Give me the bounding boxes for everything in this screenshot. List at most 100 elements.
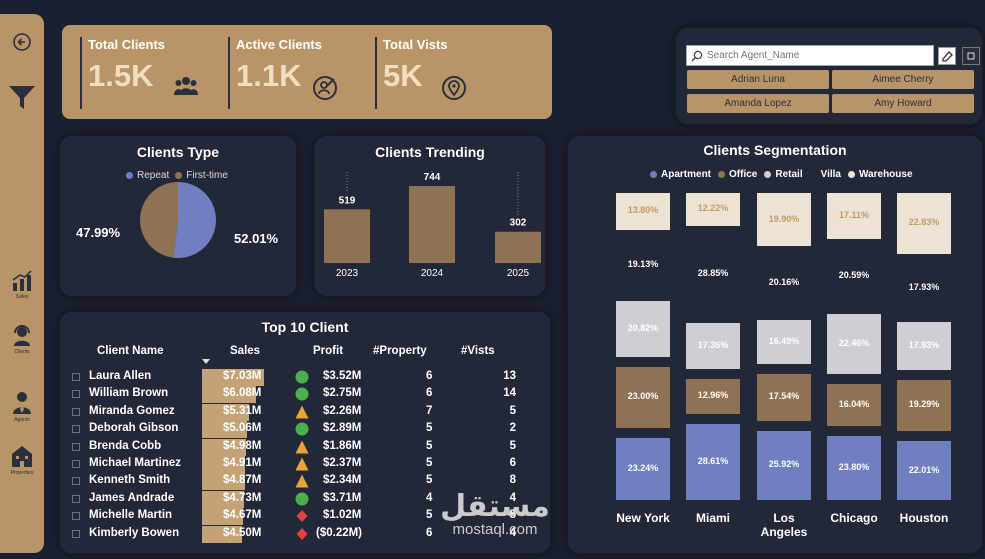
sort-desc-icon[interactable] <box>202 359 210 365</box>
kpi-title: Total Clients <box>88 37 166 52</box>
segment-label: 25.92% <box>768 459 800 470</box>
segment-retail[interactable] <box>757 319 811 364</box>
legend-dot-first-time <box>175 172 183 179</box>
expand-row-icon[interactable] <box>72 390 80 399</box>
profit-cell: $1.86M <box>323 439 362 452</box>
segmentation-legend: Apartment Office Retail Villa Warehouse <box>650 169 913 180</box>
property-cell: 5 <box>426 509 433 522</box>
segment-warehouse[interactable] <box>897 193 951 254</box>
vists-cell: 4 <box>509 526 516 539</box>
table-row[interactable]: Laura Allen $7.03M $3.52M 6 13 <box>60 369 540 386</box>
expand-row-icon[interactable] <box>72 373 80 381</box>
pie-slice-repeat[interactable] <box>173 182 216 258</box>
segment-office[interactable] <box>827 383 881 427</box>
agent-option[interactable]: Amy Howard <box>832 94 974 113</box>
property-cell: 4 <box>426 491 433 504</box>
legend-dot-retail <box>764 171 772 178</box>
segment-villa[interactable] <box>757 256 811 310</box>
nav-clients[interactable]: Clients <box>0 323 44 355</box>
expand-row-icon[interactable] <box>72 425 80 434</box>
segment-apartment[interactable] <box>827 436 881 500</box>
client-name-cell: Kimberly Bowen <box>89 526 180 539</box>
expand-row-icon[interactable] <box>72 460 80 468</box>
filter-button[interactable] <box>0 82 44 112</box>
client-name-cell: Brenda Cobb <box>89 439 162 452</box>
col-vists[interactable]: #Vists <box>461 345 495 357</box>
segment-label: 23.00% <box>627 391 659 402</box>
sales-databar <box>202 456 246 473</box>
table-row[interactable]: Brenda Cobb $4.98M $1.86M 5 5 <box>60 438 540 456</box>
trend-value-label: 744 <box>424 172 441 183</box>
segment-villa[interactable] <box>616 239 670 291</box>
segment-warehouse[interactable] <box>686 193 740 226</box>
table-row[interactable]: Miranda Gomez $5.31M $2.26M 7 5 <box>60 403 540 421</box>
segment-villa[interactable] <box>686 235 740 313</box>
options-button[interactable] <box>962 47 980 65</box>
agent-option[interactable]: Aimee Cherry <box>832 70 974 89</box>
kpi-value: 5K <box>383 58 423 93</box>
trend-bar-2024[interactable] <box>409 186 455 263</box>
segment-label: 17.93% <box>908 281 940 292</box>
segment-warehouse[interactable] <box>616 193 670 230</box>
status-red-diamond-icon <box>296 510 308 523</box>
clients-segmentation-panel: Clients Segmentation Apartment Office Re… <box>568 136 982 553</box>
nav-properties[interactable]: Properties <box>0 444 44 476</box>
segment-villa[interactable] <box>827 248 881 304</box>
agent-option[interactable]: Adrian Luna <box>687 70 829 89</box>
sales-databar <box>202 490 244 508</box>
segment-warehouse[interactable] <box>757 193 811 247</box>
segment-retail[interactable] <box>827 313 881 374</box>
client-name-cell: Laura Allen <box>89 370 152 382</box>
segment-warehouse[interactable] <box>827 193 881 239</box>
expand-row-icon[interactable] <box>72 494 80 503</box>
search-agent-input[interactable] <box>707 50 927 61</box>
table-row[interactable]: Michelle Martin $4.67M $1.02M 5 5 <box>60 508 540 526</box>
col-client-name[interactable]: Client Name <box>97 345 164 357</box>
segment-office[interactable] <box>897 379 951 432</box>
segment-apartment[interactable] <box>686 423 740 500</box>
table-row[interactable]: Michael Martinez $4.91M $2.37M 5 6 <box>60 456 540 473</box>
pie-slice-first-time[interactable] <box>140 182 178 258</box>
segment-retail[interactable] <box>686 322 740 369</box>
trend-category-label: 2023 <box>336 268 359 279</box>
profit-cell: $2.37M <box>323 457 362 469</box>
back-button[interactable] <box>0 32 44 52</box>
segment-office[interactable] <box>757 373 811 421</box>
expand-row-icon[interactable] <box>72 407 80 416</box>
segment-villa[interactable] <box>897 263 951 312</box>
table-row[interactable]: Kimberly Bowen $4.50M ($0.22M) 6 4 <box>60 525 540 543</box>
kpi-total-vists: Total Vists 5K <box>375 37 535 109</box>
expand-row-icon[interactable] <box>72 477 80 486</box>
segment-label: 16.49% <box>768 335 800 346</box>
clients-trending-panel: Clients Trending 519 2023 744 2024 302 2025 <box>315 136 545 296</box>
expand-row-icon[interactable] <box>72 442 80 451</box>
table-row[interactable]: William Brown $6.08M $2.75M 6 14 <box>60 386 540 404</box>
segment-apartment[interactable] <box>616 437 670 500</box>
segment-apartment[interactable] <box>757 430 811 500</box>
trend-bar-2023[interactable] <box>324 209 370 263</box>
table-row[interactable]: Deborah Gibson $5.06M $2.89M 5 2 <box>60 421 540 439</box>
nav-sales[interactable]: Sales <box>0 270 44 300</box>
segment-office[interactable] <box>616 366 670 428</box>
segment-retail[interactable] <box>616 300 670 357</box>
agent-option[interactable]: Amanda Lopez <box>687 94 829 113</box>
trend-bar-2025[interactable] <box>495 231 541 263</box>
segment-apartment[interactable] <box>897 441 951 500</box>
table-row[interactable]: Kenneth Smith $4.87M $2.34M 5 8 <box>60 473 540 491</box>
expand-row-icon[interactable] <box>72 529 80 538</box>
segment-retail[interactable] <box>897 321 951 370</box>
segment-label: 13.80% <box>627 205 659 216</box>
nav-agents[interactable]: Agents <box>0 391 44 423</box>
headset-icon <box>14 325 30 346</box>
search-agent-box[interactable] <box>686 45 934 66</box>
expand-row-icon[interactable] <box>72 512 80 521</box>
segment-label: 28.85% <box>697 268 729 279</box>
col-profit[interactable]: Profit <box>313 345 344 357</box>
col-sales[interactable]: Sales <box>230 345 261 357</box>
clear-selection-button[interactable] <box>938 47 956 65</box>
legend-dot-office <box>718 171 726 178</box>
table-row[interactable]: James Andrade $4.73M $3.71M 4 4 <box>60 490 540 508</box>
segment-office[interactable] <box>686 379 740 414</box>
top10-rows: Laura Allen $7.03M $3.52M 6 13 William Brown $… <box>60 369 550 549</box>
col-property[interactable]: #Property <box>373 345 427 357</box>
